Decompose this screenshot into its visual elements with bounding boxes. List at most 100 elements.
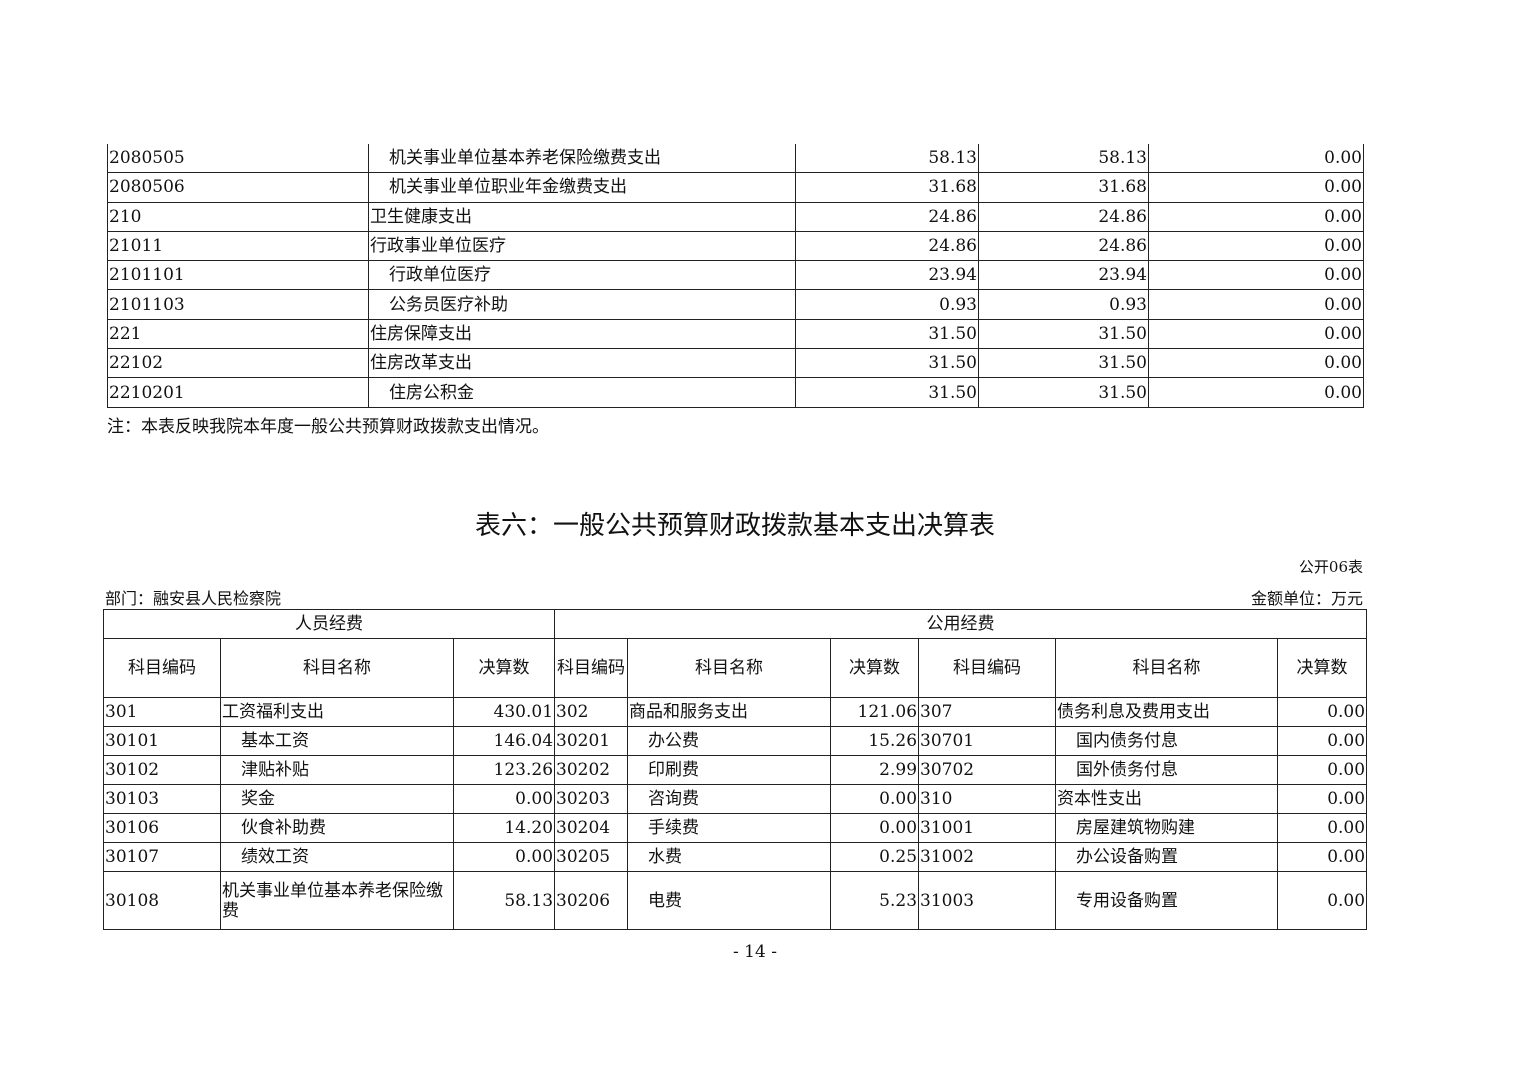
subject-name: 行政单位医疗 [368, 260, 796, 291]
subject-code: 30107 [103, 842, 221, 872]
subject-code: 30202 [554, 755, 629, 785]
basic-amount: 31.50 [978, 377, 1149, 408]
subject-name: 房屋建筑物购建 [1055, 813, 1279, 843]
amount: 14.20 [452, 813, 556, 843]
total-amount: 31.50 [795, 348, 979, 379]
basic-amount: 58.13 [978, 144, 1149, 174]
subject-code: 307 [918, 697, 1057, 727]
basic-amount: 24.86 [978, 201, 1149, 232]
project-amount: 0.00 [1148, 172, 1364, 203]
table-row: 301 工资福利支出 430.01 302 商品和服务支出 121.06 307 债务利息及费… [103, 697, 1368, 727]
project-amount: 0.00 [1148, 201, 1364, 232]
subject-code: 2101103 [107, 289, 369, 320]
table-row: 2210201 住房公积金 31.50 31.50 0.00 [107, 377, 1364, 408]
subject-code: 2080506 [107, 172, 369, 203]
subject-name: 专用设备购置 [1055, 871, 1279, 930]
subject-name: 债务利息及费用支出 [1055, 697, 1279, 727]
column-header-row: 科目编码 科目名称 决算数 科目编码 科目名称 决算数 科目编码 科目名称 决算数 [103, 638, 1368, 698]
subject-code: 30206 [554, 871, 629, 930]
table-row: 30101 基本工资 146.04 30201 办公费 15.26 30701 国内债务付息 0… [103, 726, 1368, 756]
subject-name: 印刷费 [627, 755, 832, 785]
subject-code: 30203 [554, 784, 629, 814]
column-header: 决算数 [452, 638, 556, 698]
column-header: 决算数 [1277, 638, 1368, 698]
table-row: 30107 绩效工资 0.00 30205 水费 0.25 31002 办公设备购置 0.00 [103, 842, 1368, 872]
subject-name: 机关事业单位职业年金缴费支出 [368, 172, 796, 203]
column-header: 科目名称 [1055, 638, 1279, 698]
table-row: 30103 奖金 0.00 30203 咨询费 0.00 310 资本性支出 0.00 [103, 784, 1368, 814]
amount: 123.26 [452, 755, 556, 785]
total-amount: 0.93 [795, 289, 979, 320]
subject-name: 办公设备购置 [1055, 842, 1279, 872]
project-amount: 0.00 [1148, 144, 1364, 174]
amount: 0.25 [830, 842, 920, 872]
page-number: - 14 - [733, 942, 777, 962]
total-amount: 23.94 [795, 260, 979, 291]
subject-name: 绩效工资 [220, 842, 454, 872]
subject-code: 2080505 [107, 144, 369, 174]
subject-name: 伙食补助费 [220, 813, 454, 843]
column-header: 科目名称 [220, 638, 454, 698]
subject-name: 机关事业单位基本养老保险缴费 [220, 871, 454, 930]
subject-name: 基本工资 [220, 726, 454, 756]
project-amount: 0.00 [1148, 260, 1364, 291]
table-row: 30102 津贴补贴 123.26 30202 印刷费 2.99 30702 国外债务付息 0.… [103, 755, 1368, 785]
group-personnel: 人员经费 [102, 609, 556, 639]
subject-name: 住房公积金 [368, 377, 796, 408]
amount: 0.00 [1277, 842, 1368, 872]
subject-code: 31003 [918, 871, 1057, 930]
subject-code: 30102 [103, 755, 221, 785]
basic-amount: 0.93 [978, 289, 1149, 320]
amount: 0.00 [1277, 871, 1368, 930]
subject-name: 工资福利支出 [220, 697, 454, 727]
amount: 430.01 [452, 697, 556, 727]
table-note: 注：本表反映我院本年度一般公共预算财政拨款支出情况。 [107, 417, 549, 437]
amount: 2.99 [830, 755, 920, 785]
table-row: 2080505 机关事业单位基本养老保险缴费支出 58.13 58.13 0.00 [107, 144, 1364, 174]
table-row: 221 住房保障支出 31.50 31.50 0.00 [107, 318, 1364, 350]
total-amount: 31.50 [795, 377, 979, 408]
subject-name: 资本性支出 [1055, 784, 1279, 814]
subject-code: 221 [107, 318, 369, 350]
amount: 0.00 [830, 784, 920, 814]
basic-amount: 31.50 [978, 318, 1149, 350]
amount: 121.06 [830, 697, 920, 727]
column-header: 科目编码 [103, 638, 221, 698]
subject-code: 30201 [554, 726, 629, 756]
table-title: 表六：一般公共预算财政拨款基本支出决算表 [474, 511, 995, 541]
subject-code: 30701 [918, 726, 1057, 756]
subject-code: 30103 [103, 784, 221, 814]
group-header-row: 人员经费 公用经费 [102, 609, 1368, 639]
table-row: 30106 伙食补助费 14.20 30204 手续费 0.00 31001 房屋建筑物购建 0… [103, 813, 1368, 843]
subject-code: 31002 [918, 842, 1057, 872]
subject-code: 22102 [107, 348, 369, 379]
subject-code: 302 [554, 697, 629, 727]
subject-name: 机关事业单位基本养老保险缴费支出 [368, 144, 796, 174]
subject-code: 30702 [918, 755, 1057, 785]
total-amount: 24.86 [795, 201, 979, 232]
subject-code: 30108 [103, 871, 221, 930]
amount: 0.00 [452, 842, 556, 872]
unit-label: 金额单位：万元 [1250, 589, 1363, 608]
basic-amount: 31.68 [978, 172, 1149, 203]
amount: 0.00 [1277, 697, 1368, 727]
department-label: 部门：融安县人民检察院 [105, 589, 282, 608]
subject-code: 301 [103, 697, 221, 727]
subject-code: 310 [918, 784, 1057, 814]
amount: 146.04 [452, 726, 556, 756]
subject-code: 30101 [103, 726, 221, 756]
subject-code: 2210201 [107, 377, 369, 408]
subject-name: 住房改革支出 [368, 348, 796, 379]
amount: 0.00 [1277, 726, 1368, 756]
subject-code: 31001 [918, 813, 1057, 843]
amount: 15.26 [830, 726, 920, 756]
subject-code: 21011 [107, 230, 369, 262]
table-row: 2080506 机关事业单位职业年金缴费支出 31.68 31.68 0.00 [107, 172, 1364, 203]
column-header: 决算数 [830, 638, 920, 698]
subject-name: 津贴补贴 [220, 755, 454, 785]
basic-amount: 23.94 [978, 260, 1149, 291]
subject-name: 咨询费 [627, 784, 832, 814]
subject-name: 国内债务付息 [1055, 726, 1279, 756]
subject-code: 30204 [554, 813, 629, 843]
